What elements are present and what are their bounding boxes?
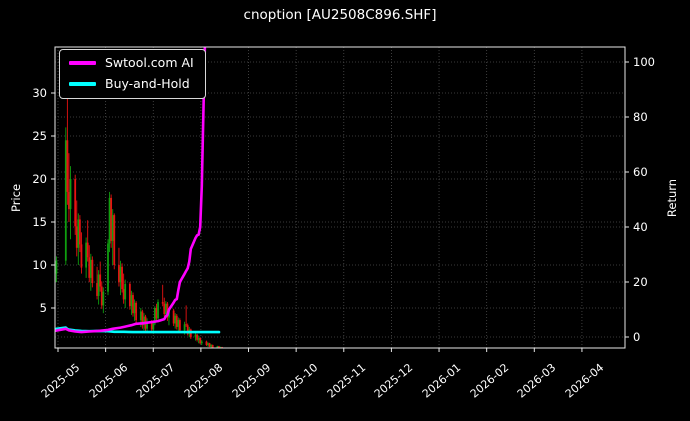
candlesticks	[55, 84, 225, 348]
buyhold-line-swatch	[69, 82, 96, 86]
price-tick-label: 10	[32, 258, 47, 272]
gridlines	[55, 47, 625, 348]
return-tick-label: 60	[633, 165, 648, 179]
legend-item-ai: Swtool.com AI	[69, 55, 194, 71]
return-tick-label: 100	[633, 55, 655, 69]
legend-label-buyhold: Buy-and-Hold	[105, 76, 190, 91]
price-tick-label: 20	[32, 172, 47, 186]
return-tick-label: 0	[633, 330, 641, 344]
ai-strategy-line	[55, 47, 207, 334]
price-tick-label: 5	[39, 301, 47, 315]
price-tick-label: 25	[32, 129, 47, 143]
legend-item-buyhold: Buy-and-Hold	[69, 76, 194, 92]
tick-marks	[51, 61, 629, 352]
return-tick-label: 20	[633, 275, 648, 289]
price-tick-label: 30	[32, 86, 47, 100]
legend-label-ai: Swtool.com AI	[105, 55, 194, 70]
ai-line-swatch	[69, 61, 96, 65]
price-tick-label: 15	[32, 215, 47, 229]
return-tick-label: 40	[633, 220, 648, 234]
chart-title: cnoption [AU2508C896.SHF]	[243, 7, 437, 23]
legend: Swtool.com AI Buy-and-Hold	[59, 49, 206, 99]
return-tick-label: 80	[633, 110, 648, 124]
